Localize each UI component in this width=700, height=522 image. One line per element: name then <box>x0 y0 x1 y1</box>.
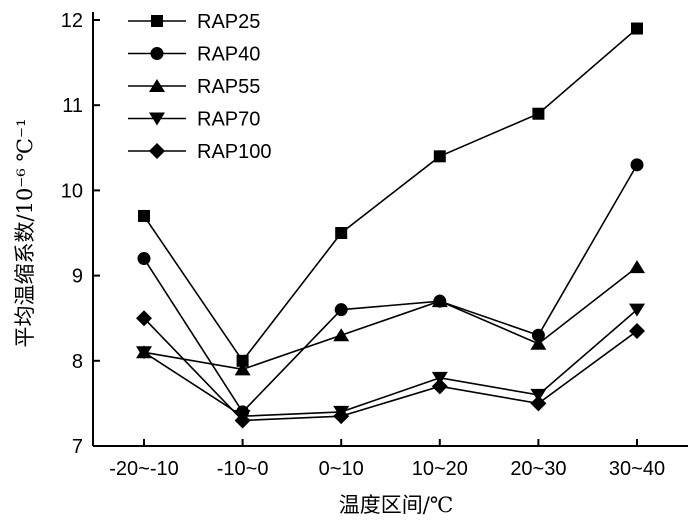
data-point-rap100 <box>136 310 152 327</box>
legend-marker <box>149 143 165 159</box>
legend-item-rap55: RAP55 <box>128 76 260 98</box>
data-point-rap70 <box>530 388 547 402</box>
legend-item-rap25: RAP25 <box>128 11 260 33</box>
y-tick-label: 8 <box>72 351 83 373</box>
x-tick-label: -20~-10 <box>109 458 179 480</box>
y-tick-label: 12 <box>61 10 83 32</box>
data-point-rap100 <box>431 378 448 395</box>
data-point-rap55 <box>431 294 448 308</box>
legend-label: RAP70 <box>197 109 260 131</box>
legend-label: RAP100 <box>197 141 272 163</box>
legend: RAP25 RAP40 RAP55 RAP70 RAP100 <box>128 11 272 163</box>
data-point-rap25 <box>236 354 249 367</box>
data-point-rap55 <box>234 362 251 376</box>
data-point-rap100 <box>234 412 251 429</box>
data-point-rap25 <box>631 22 643 35</box>
legend-item-rap70: RAP70 <box>128 109 260 131</box>
x-tick-label: -10~0 <box>217 458 269 480</box>
legend-item-rap40: RAP40 <box>128 44 260 66</box>
legend-item-rap100: RAP100 <box>128 141 272 163</box>
x-tick-label: 10~20 <box>412 458 468 480</box>
axes: 7 8 9 10 11 12 -20~-10 -10~0 0~10 10~20 20~30 30~40 <box>61 10 688 480</box>
data-point-rap100 <box>333 408 350 425</box>
y-tick-label: 7 <box>72 436 83 458</box>
y-tick-label: 11 <box>62 95 83 117</box>
x-tick-label: 20~30 <box>510 458 566 480</box>
data-point-rap55 <box>530 336 547 350</box>
data-point-rap100 <box>629 322 645 339</box>
data-point-rap25 <box>532 107 545 120</box>
data-point-rap40 <box>137 252 151 266</box>
x-axis-title: 温度区间/℃ <box>339 493 454 517</box>
data-point-rap40 <box>630 158 644 172</box>
y-tick-label: 10 <box>61 180 83 202</box>
data-point-rap70 <box>136 346 152 360</box>
legend-marker <box>149 79 165 92</box>
y-tick-label: 9 <box>72 266 83 288</box>
data-point-rap40 <box>531 328 545 342</box>
data-point-rap55 <box>333 328 350 342</box>
series-line-rap100 <box>143 317 638 422</box>
series-line-rap55 <box>143 266 638 371</box>
series-rap100 <box>136 310 645 429</box>
legend-marker <box>149 112 165 126</box>
x-tick-label: 0~10 <box>319 458 364 480</box>
y-axis-title: 平均温缩系数/10⁻⁶ ℃⁻¹ <box>13 119 37 348</box>
legend-marker <box>150 47 164 60</box>
data-point-rap40 <box>334 303 348 317</box>
data-point-rap70 <box>629 303 645 317</box>
series-line-rap70 <box>143 309 638 417</box>
data-point-rap25 <box>138 209 150 222</box>
series-rap40 <box>137 158 644 419</box>
data-point-rap55 <box>629 260 645 274</box>
legend-marker <box>151 15 163 27</box>
data-point-rap25 <box>335 227 348 239</box>
legend-label: RAP25 <box>197 11 260 33</box>
data-point-rap100 <box>530 395 547 412</box>
series-line-rap25 <box>143 27 638 363</box>
data-point-rap70 <box>431 371 448 385</box>
series-rap25 <box>138 22 643 367</box>
series-layer <box>136 22 645 429</box>
data-point-rap25 <box>433 150 446 163</box>
legend-label: RAP40 <box>197 44 260 66</box>
series-line-rap40 <box>143 164 638 414</box>
legend-label: RAP55 <box>197 76 260 98</box>
x-tick-label: 30~40 <box>609 458 665 480</box>
